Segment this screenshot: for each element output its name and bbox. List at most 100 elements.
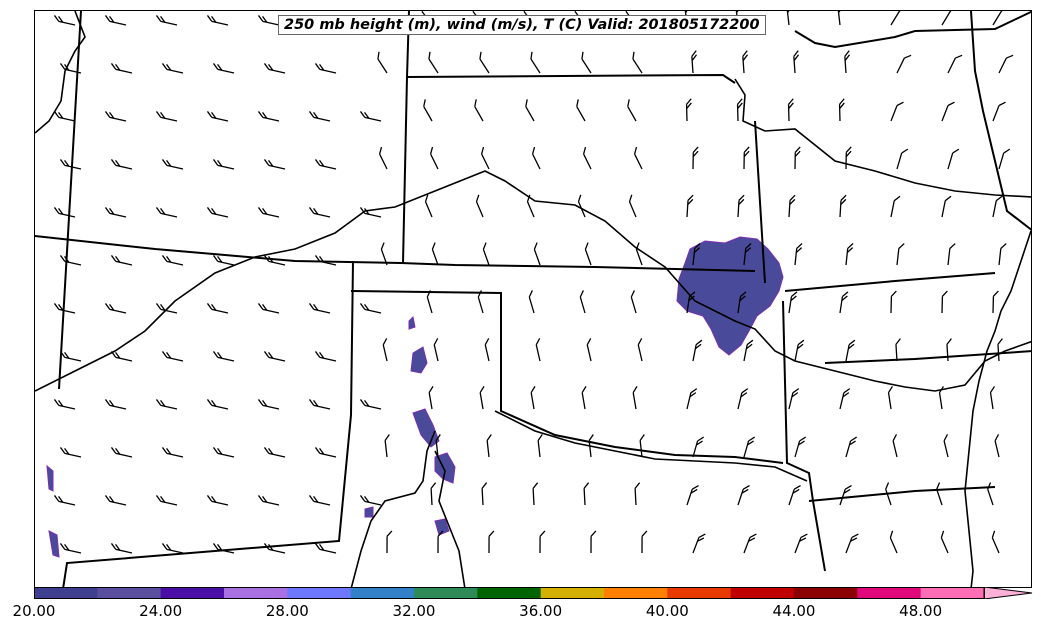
state-boundary-arkansas [808, 486, 996, 502]
colorbar-segment [97, 587, 162, 599]
wind-barb [794, 436, 807, 458]
map-panel [34, 10, 1032, 588]
wind-barb [787, 98, 794, 122]
wind-barb [359, 495, 382, 506]
wind-barb [736, 98, 743, 122]
wind-barb [314, 255, 337, 266]
wind-barb [263, 447, 286, 458]
colorbar-segment [34, 587, 98, 599]
wind-barb [692, 243, 701, 266]
wind-barb [998, 243, 1007, 266]
wind-barb [526, 194, 535, 218]
wind-barb [890, 101, 904, 122]
wind-barb [634, 482, 641, 506]
wind-barb [635, 242, 643, 266]
wind-barb [845, 339, 856, 362]
wind-barb [110, 63, 133, 74]
wind-barb [426, 290, 433, 314]
state-boundary-nebraska-south [400, 262, 756, 272]
state-boundary-kansas-east [754, 120, 766, 284]
wind-barb [423, 99, 433, 122]
wind-barb [528, 290, 535, 314]
wind-barb [257, 207, 280, 218]
wind-barb [59, 351, 82, 362]
wind-barb [530, 386, 536, 410]
colorbar-segment [730, 587, 795, 599]
wind-barb [838, 98, 845, 122]
wind-barb [53, 303, 76, 314]
wind-barb [257, 111, 280, 122]
wind-barb [743, 243, 752, 266]
state-boundary-illinois [970, 11, 1031, 231]
wind-barb [525, 99, 535, 122]
colorbar-segment [350, 587, 415, 599]
river-canadian [434, 450, 466, 587]
colorbar-segment [920, 587, 985, 599]
colorbar-tick-label: 44.00 [772, 602, 816, 620]
wind-barb [212, 63, 235, 74]
wind-barb [428, 386, 434, 410]
wind-barb [943, 434, 949, 458]
wind-barb [359, 111, 382, 122]
wind-barb [737, 194, 745, 218]
wind-barb [794, 339, 805, 362]
wind-barb [742, 50, 749, 74]
colorbar-tick-label: 36.00 [519, 602, 563, 620]
wind-barb [359, 399, 382, 410]
wind-barb [378, 146, 388, 170]
map-title: 250 mb height (m), wind (m/s), T (C) Val… [278, 15, 766, 35]
wind-barb [382, 338, 388, 362]
wind-barb [845, 146, 852, 170]
wind-barb [539, 530, 546, 554]
wind-barb [206, 399, 229, 410]
wind-barb [308, 303, 331, 314]
state-boundary-dakota [405, 11, 736, 84]
wind-barb [314, 63, 337, 74]
wind-barb [386, 530, 393, 554]
wind-barb [794, 146, 801, 170]
wind-barb [947, 148, 960, 170]
river-red [494, 410, 808, 482]
wind-barb [632, 51, 643, 74]
wind-barb [941, 101, 955, 122]
wind-barb [581, 386, 587, 410]
colorbar-segment [667, 587, 732, 599]
wind-barb [431, 242, 439, 266]
wind-barb [161, 543, 184, 554]
wind-barb [359, 303, 382, 314]
wind-barb [314, 447, 337, 458]
wind-barb [155, 399, 178, 410]
wind-barb [641, 530, 648, 554]
wind-barb [737, 291, 747, 314]
wind-barb [104, 495, 127, 506]
wind-barb [992, 11, 1009, 26]
wind-barb [308, 111, 331, 122]
wind-barb [586, 338, 592, 362]
wind-barb [212, 543, 235, 554]
wind-barb [998, 54, 1014, 74]
wind-barb [104, 15, 127, 26]
wind-barb [890, 11, 907, 26]
wind-barb [584, 242, 592, 266]
wind-barb [104, 303, 127, 314]
wind-barb [257, 303, 280, 314]
wind-barb [839, 388, 851, 410]
temperature-region-small-6 [364, 506, 374, 518]
wind-barb [437, 530, 444, 554]
wind-barb [936, 482, 943, 506]
river-missouri-platte [35, 11, 86, 134]
state-boundary-montana-wyoming [58, 11, 82, 390]
wind-barb [896, 243, 905, 266]
wind-barb [845, 243, 854, 266]
wind-barb [743, 436, 756, 458]
wind-barb [212, 351, 235, 362]
river-arkansas [35, 170, 1031, 392]
temperature-region-small-8 [408, 315, 416, 330]
rivers [35, 11, 1031, 587]
wind-barb [479, 386, 485, 410]
wind-barb [53, 111, 76, 122]
wind-barb [889, 530, 898, 554]
colorbar [34, 587, 1033, 599]
map-canvas [35, 11, 1031, 587]
wind-barb [686, 291, 696, 314]
